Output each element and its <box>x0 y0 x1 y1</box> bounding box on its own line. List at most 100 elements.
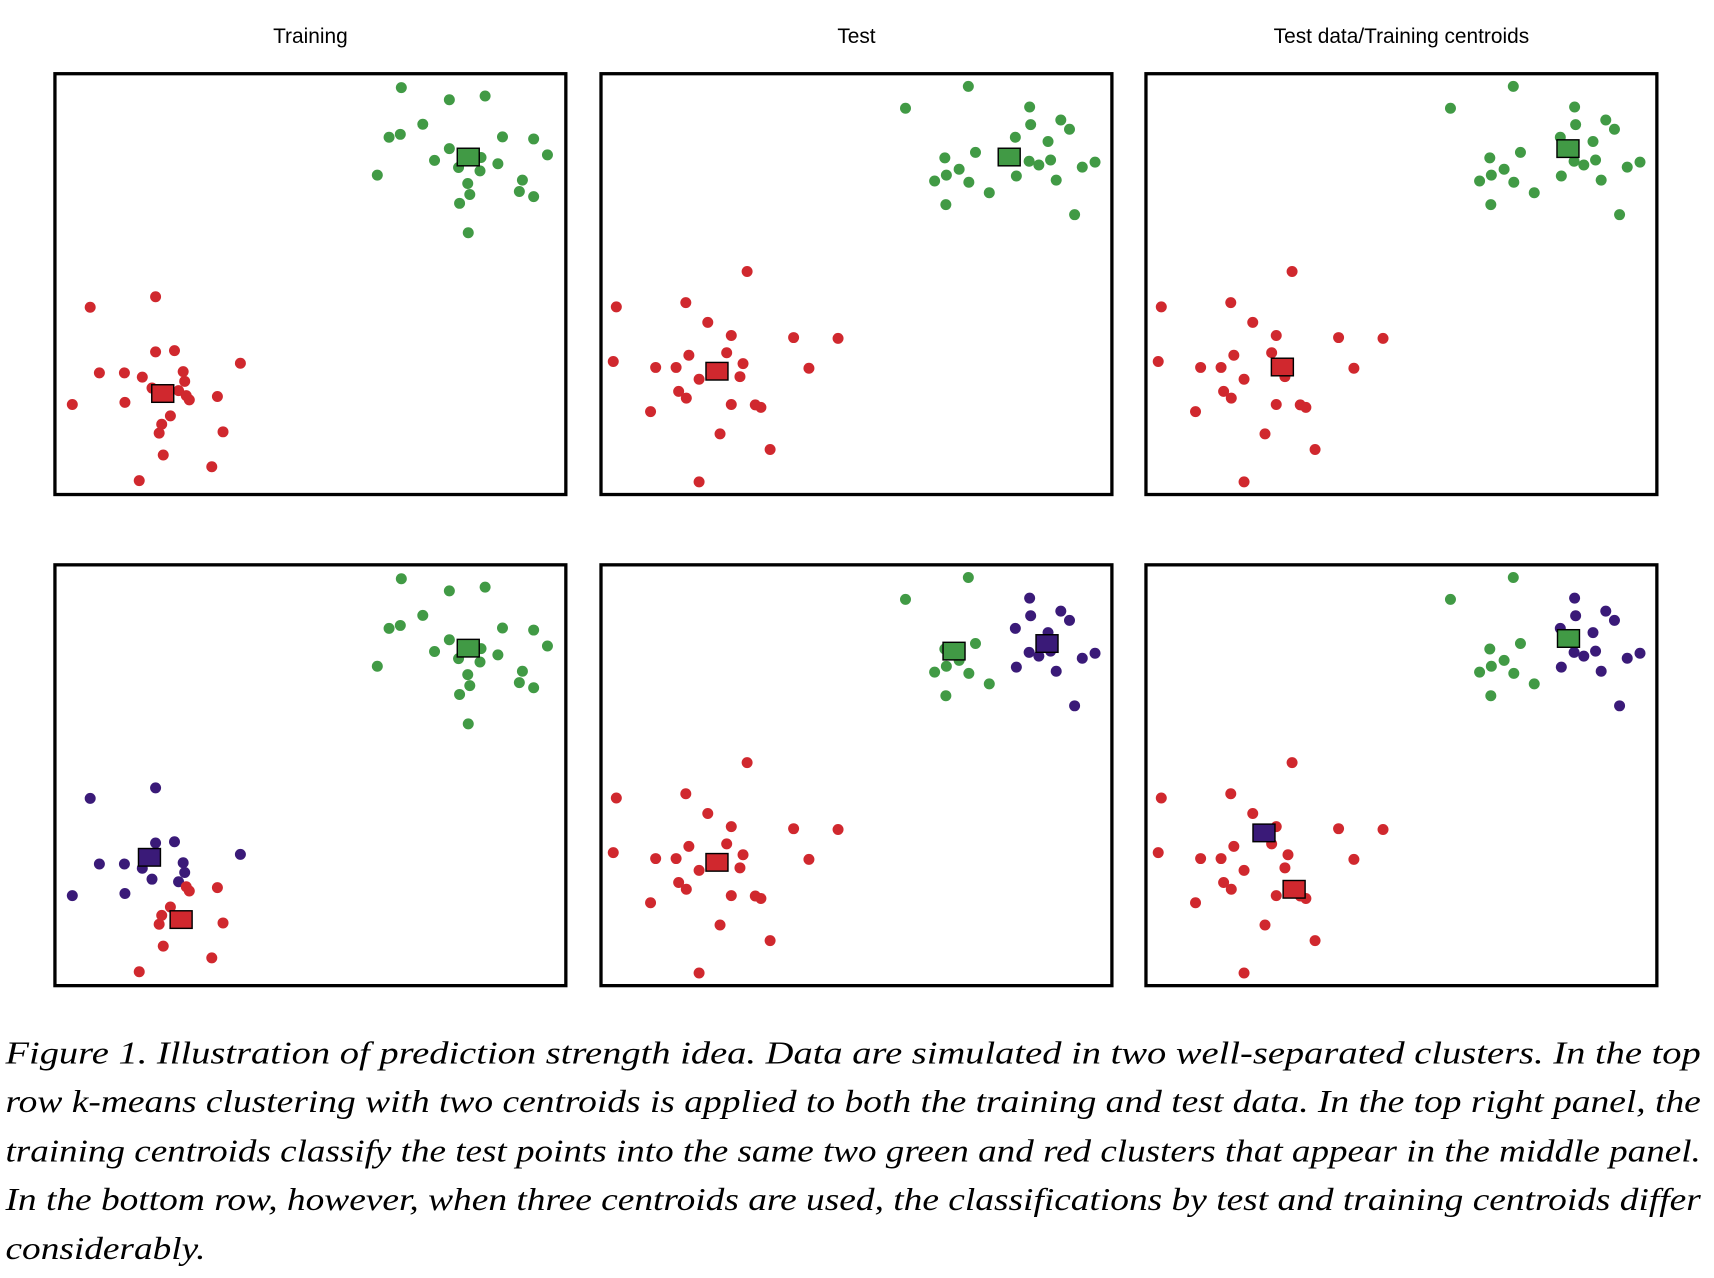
data-point-red <box>1228 349 1240 361</box>
data-point-red <box>93 367 105 379</box>
panel-frame <box>1144 72 1659 497</box>
data-point-green <box>1590 154 1602 166</box>
data-point-green <box>1484 643 1496 655</box>
centroid-red <box>1282 879 1306 899</box>
data-point-green <box>962 80 974 92</box>
data-point-green <box>900 102 911 114</box>
data-point-red <box>645 406 657 418</box>
data-point-purple <box>1089 647 1101 659</box>
data-point-red <box>206 952 218 964</box>
data-point-red <box>119 396 131 408</box>
data-point-red <box>1286 757 1298 769</box>
data-point-red <box>217 426 229 438</box>
data-point-red <box>211 882 223 894</box>
data-point-green <box>462 669 474 681</box>
data-point-green <box>1474 175 1486 187</box>
data-point-red <box>1259 919 1271 931</box>
data-point-green <box>1485 690 1497 702</box>
data-point-red <box>1215 853 1227 865</box>
data-point-green <box>929 175 941 187</box>
data-point-red <box>1238 864 1250 876</box>
data-point-green <box>900 593 911 605</box>
data-point-red <box>179 375 191 387</box>
data-point-red <box>670 853 682 865</box>
data-point-red <box>1259 428 1271 440</box>
data-point-red <box>725 890 737 902</box>
data-point-red <box>721 838 733 850</box>
data-point-red <box>1270 329 1282 341</box>
data-point-purple <box>1023 646 1035 658</box>
data-point-red <box>1282 849 1294 861</box>
data-point-red <box>650 361 662 373</box>
data-point-green <box>940 690 952 702</box>
data-point-red <box>1152 356 1164 368</box>
data-point-green <box>1474 666 1486 678</box>
data-point-red <box>680 883 692 895</box>
data-point-green <box>1064 123 1075 135</box>
data-point-red <box>693 967 705 979</box>
data-point-red <box>680 788 692 800</box>
data-point-purple <box>1025 610 1037 622</box>
caption-line: considerably. <box>5 1231 205 1266</box>
data-point-red <box>650 853 662 865</box>
scatter-panel <box>53 563 568 988</box>
data-point-red <box>157 940 169 952</box>
data-point-red <box>177 366 189 378</box>
data-point-green <box>1528 187 1540 199</box>
data-point-green <box>1076 161 1088 173</box>
data-point-red <box>680 297 692 309</box>
panel-frame <box>599 72 1114 497</box>
data-point-red <box>1238 476 1250 488</box>
data-point-red <box>153 427 165 439</box>
data-point-red <box>217 917 229 929</box>
data-point-green <box>963 667 975 679</box>
data-point-purple <box>1578 650 1590 662</box>
data-point-red <box>803 362 815 374</box>
data-point-green <box>371 660 383 672</box>
data-point-green <box>1621 161 1633 173</box>
scatter-panel: Test <box>599 25 1114 497</box>
data-point-red <box>133 966 145 978</box>
data-point-red <box>683 840 695 852</box>
data-point-red <box>832 824 844 836</box>
data-point-purple <box>1024 592 1036 604</box>
centroid-green <box>456 638 480 658</box>
data-point-green <box>1528 678 1540 690</box>
data-point-green <box>395 82 407 94</box>
data-point-purple <box>1009 622 1021 634</box>
data-point-red <box>673 385 685 397</box>
data-point-red <box>1155 301 1167 313</box>
data-point-green <box>454 197 466 209</box>
data-point-green <box>1010 170 1022 182</box>
data-point-red <box>1190 406 1202 418</box>
data-point-green <box>969 146 981 158</box>
data-point-purple <box>1076 652 1088 664</box>
data-point-red <box>1286 265 1298 277</box>
data-point-purple <box>1064 614 1075 626</box>
data-point-green <box>528 191 540 203</box>
data-point-green <box>474 165 486 177</box>
data-point-green <box>541 149 553 161</box>
data-point-purple <box>93 858 105 870</box>
data-point-green <box>513 677 525 689</box>
centroid-red <box>151 384 175 404</box>
data-point-red <box>670 361 682 373</box>
centroid-green <box>997 147 1021 167</box>
data-point-green <box>496 131 508 143</box>
data-point-red <box>1270 890 1282 902</box>
data-point-green <box>474 656 486 668</box>
data-point-purple <box>1608 614 1620 626</box>
caption-line: row k-means clustering with two centroid… <box>5 1084 1700 1119</box>
data-point-red <box>788 332 800 344</box>
data-point-purple <box>150 837 162 849</box>
data-point-green <box>464 680 476 692</box>
data-point-red <box>1309 443 1321 455</box>
data-point-green <box>1508 667 1520 679</box>
data-point-red <box>157 449 169 461</box>
data-point-green <box>1587 135 1599 147</box>
data-point-purple <box>1587 627 1599 639</box>
data-point-green <box>1050 174 1062 186</box>
data-point-red <box>168 345 180 357</box>
data-point-green <box>969 638 981 650</box>
